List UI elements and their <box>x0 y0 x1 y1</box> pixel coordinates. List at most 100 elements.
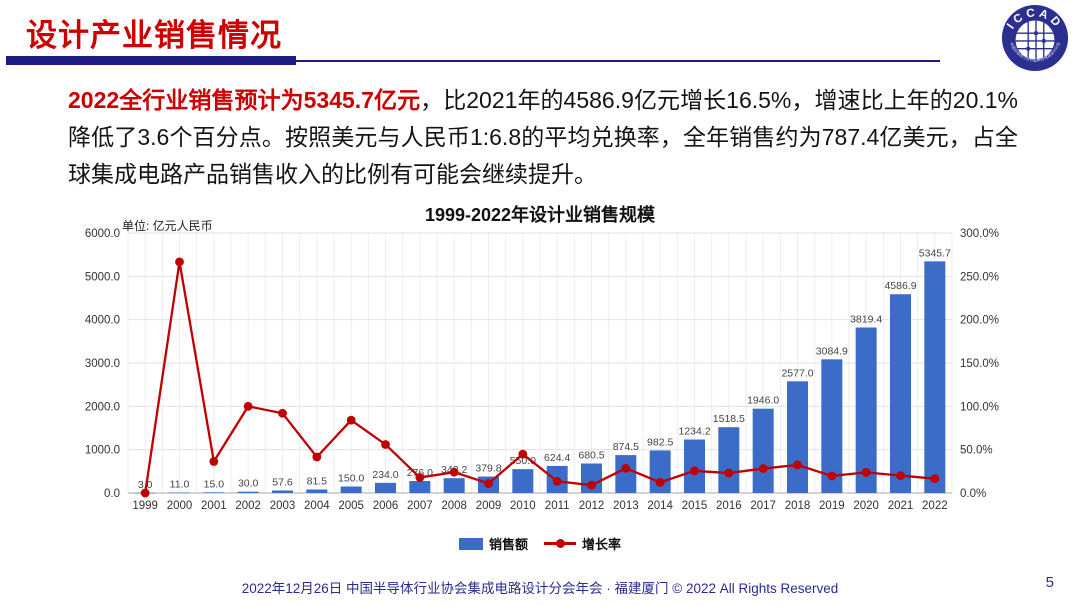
x-axis-tick-label: 2011 <box>545 500 570 512</box>
sales-bar <box>203 492 225 493</box>
growth-point <box>346 415 356 425</box>
x-axis-tick-label: 2003 <box>270 500 296 512</box>
x-axis-tick-label: 2014 <box>647 500 673 512</box>
left-axis-tick-label: 5000.0 <box>85 271 120 283</box>
bar-value-label: 4586.9 <box>884 280 916 292</box>
growth-point <box>278 408 287 418</box>
bar-value-label: 379.8 <box>475 463 501 475</box>
growth-point <box>793 460 802 470</box>
right-axis-tick-label: 200.0% <box>960 315 999 327</box>
growth-point <box>175 257 184 267</box>
page-number: 5 <box>1045 574 1054 591</box>
chart-title: 1999-2022年设计业销售规模 <box>424 205 656 225</box>
legend-sales: 销售额 <box>458 534 528 553</box>
bar-value-label: 624.4 <box>544 452 570 464</box>
x-axis-tick-label: 2018 <box>785 500 811 512</box>
legend-growth: 增长率 <box>544 534 621 553</box>
iccad-logo: ICCAD 中国半导体行业协会集成电路设计分会 <box>1001 4 1069 72</box>
bar-value-label: 874.5 <box>613 441 639 453</box>
sales-bar <box>272 490 293 493</box>
right-axis-tick-label: 150.0% <box>960 358 999 370</box>
bar-value-label: 30.0 <box>238 478 259 490</box>
sales-bar <box>409 481 431 493</box>
left-axis-tick-label: 3000.0 <box>85 358 120 370</box>
bar-value-label: 3084.9 <box>816 345 848 357</box>
intro-highlight: 2022全行业销售预计为5345.7亿元 <box>68 87 421 113</box>
sales-bar <box>306 489 328 493</box>
x-axis-tick-label: 2000 <box>167 500 193 512</box>
legend-growth-label: 增长率 <box>582 537 622 552</box>
legend-sales-marker <box>458 537 483 550</box>
intro-paragraph: 2022全行业销售预计为5345.7亿元，比2021年的4586.9亿元增长16… <box>68 82 1018 193</box>
bar-value-label: 1518.5 <box>713 413 745 425</box>
growth-point <box>140 488 150 498</box>
sales-bar <box>787 381 808 493</box>
sales-bar <box>752 408 774 493</box>
sales-bar <box>855 327 877 493</box>
growth-point <box>484 479 493 488</box>
bar-value-label: 5345.7 <box>919 247 951 259</box>
bar-value-label: 982.5 <box>647 436 673 448</box>
x-axis-tick-label: 2016 <box>716 500 742 512</box>
bar-value-label: 1234.2 <box>678 426 710 438</box>
growth-point <box>724 468 734 478</box>
x-axis-tick-label: 2007 <box>407 500 433 512</box>
x-axis-tick-label: 2009 <box>476 500 502 512</box>
growth-point <box>861 467 871 477</box>
sales-bar <box>512 469 534 493</box>
page-title: 设计产业销售情况 <box>26 18 282 53</box>
growth-point <box>621 463 631 473</box>
legend-growth-marker <box>544 539 576 548</box>
bar-value-label: 1946.0 <box>747 395 779 407</box>
x-axis-tick-label: 2020 <box>853 500 879 512</box>
x-axis-tick-label: 2012 <box>579 500 605 512</box>
bar-value-label: 15.0 <box>204 478 225 490</box>
chart-unit-label: 单位: 亿元人民币 <box>122 219 213 233</box>
bar-value-label: 81.5 <box>307 475 328 487</box>
right-axis-tick-label: 0.0% <box>960 488 986 500</box>
x-axis-tick-label: 2021 <box>888 500 914 512</box>
title-underline-thick <box>6 56 296 65</box>
bar-value-label: 3819.4 <box>850 313 882 325</box>
x-axis-tick-label: 1999 <box>132 500 158 512</box>
bar-value-label: 57.6 <box>272 477 293 489</box>
growth-point <box>587 480 596 490</box>
growth-point <box>518 449 528 459</box>
sales-bar <box>649 450 671 493</box>
right-axis-tick-label: 300.0% <box>960 228 999 240</box>
sales-bar <box>169 492 190 494</box>
growth-point <box>655 477 665 487</box>
left-axis-tick-label: 2000.0 <box>85 401 120 413</box>
left-axis-tick-label: 1000.0 <box>85 445 120 457</box>
chart-legend: 销售额 增长率 <box>128 534 952 553</box>
sales-bar <box>890 294 911 493</box>
growth-point <box>449 467 459 477</box>
x-axis-tick-label: 2005 <box>338 500 364 512</box>
right-axis-tick-label: 50.0% <box>960 445 993 457</box>
sales-bar <box>924 261 946 493</box>
x-axis-tick-label: 2006 <box>373 500 399 512</box>
sales-bar <box>615 455 637 493</box>
growth-point <box>896 471 905 480</box>
x-axis-tick-label: 2001 <box>201 500 227 512</box>
growth-point <box>415 473 425 482</box>
intro-rest: ，比2021年的4586.9亿元增长16.5%，增速比上年的20.1%降低了3.… <box>68 87 1019 187</box>
logo-wafer-grid <box>1015 20 1055 60</box>
growth-point <box>312 452 322 462</box>
growth-point <box>930 474 940 484</box>
sales-bar <box>821 359 843 493</box>
sales-bar <box>718 427 740 493</box>
footer-text: 2022年12月26日 中国半导体行业协会集成电路设计分会年会 · 福建厦门 ©… <box>241 581 839 596</box>
right-axis-tick-label: 250.0% <box>960 271 999 283</box>
chart-canvas: 3.011.015.030.057.681.5150.0234.0276.034… <box>85 228 999 512</box>
growth-point <box>690 466 699 476</box>
x-axis-tick-label: 2010 <box>510 500 536 512</box>
left-axis-tick-label: 0.0 <box>104 488 120 500</box>
growth-point <box>758 464 768 473</box>
bar-value-label: 150.0 <box>338 473 364 485</box>
growth-point <box>552 476 562 486</box>
right-axis-tick-label: 100.0% <box>960 401 999 413</box>
bar-value-label: 11.0 <box>170 479 190 491</box>
sales-bar <box>684 439 705 493</box>
